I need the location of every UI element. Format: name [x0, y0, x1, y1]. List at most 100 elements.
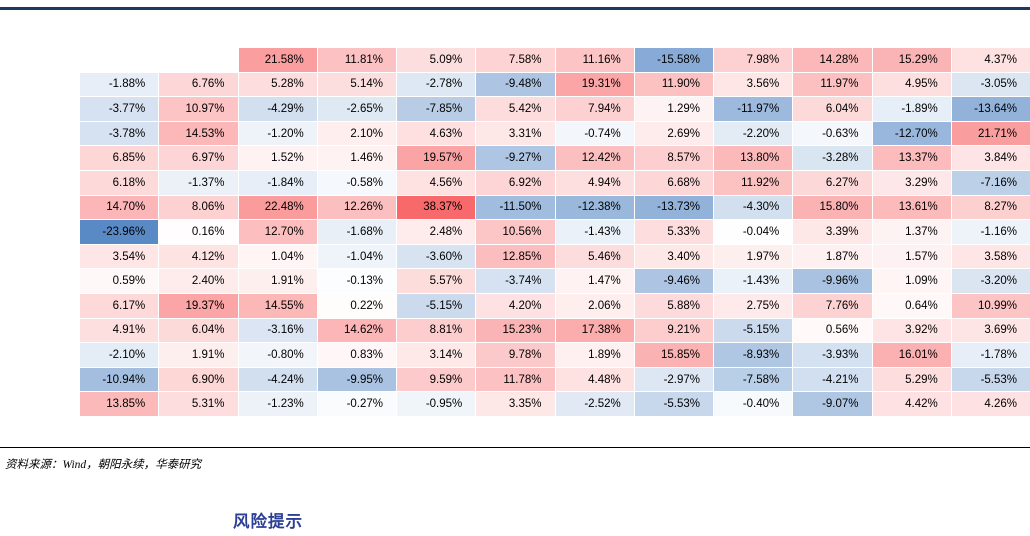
heatmap-cell: 1.52% — [238, 146, 317, 170]
heatmap-cell: 11.16% — [555, 48, 634, 72]
heatmap-cell: -2.78% — [397, 72, 476, 97]
heatmap-cell: 12.26% — [317, 195, 396, 220]
heatmap-cell: -3.74% — [476, 269, 555, 293]
heatmap-cell: 5.29% — [872, 367, 951, 392]
heatmap-cell: -8.93% — [714, 343, 793, 367]
heatmap-cell: -9.07% — [793, 392, 872, 416]
heatmap-cell: -0.80% — [238, 343, 317, 367]
heatmap-cell: -1.89% — [872, 97, 951, 121]
heatmap-cell: 15.85% — [634, 343, 713, 367]
heatmap-cell: 2.75% — [714, 294, 793, 318]
heatmap-cell: -7.58% — [714, 367, 793, 392]
heatmap-cell: 5.09% — [397, 48, 476, 72]
heatmap-cell: 6.17% — [80, 294, 159, 318]
heatmap-cell: 4.12% — [159, 244, 238, 269]
heatmap-cell: 4.37% — [951, 48, 1030, 72]
heatmap-cell: 7.58% — [476, 48, 555, 72]
heatmap-cell: 4.63% — [397, 121, 476, 146]
heatmap-cell: -12.70% — [872, 121, 951, 146]
heatmap-cell: 4.26% — [951, 392, 1030, 416]
heatmap-cell: 14.70% — [80, 195, 159, 220]
heatmap-cell — [80, 48, 159, 72]
heatmap-cell: -4.24% — [238, 367, 317, 392]
heatmap-cell: 1.91% — [159, 343, 238, 367]
heatmap-cell: -1.20% — [238, 121, 317, 146]
heatmap-cell: -3.16% — [238, 318, 317, 343]
heatmap-cell: 4.42% — [872, 392, 951, 416]
heatmap-cell: -5.15% — [714, 318, 793, 343]
heatmap-cell: 5.88% — [634, 294, 713, 318]
heatmap-cell: 8.27% — [951, 195, 1030, 220]
heatmap-cell: 14.55% — [238, 294, 317, 318]
heatmap-cell: 38.37% — [397, 195, 476, 220]
heatmap-cell: -7.16% — [951, 171, 1030, 195]
heatmap-cell: 9.59% — [397, 367, 476, 392]
heatmap-cell: 1.57% — [872, 244, 951, 269]
heatmap-cell: -9.96% — [793, 269, 872, 293]
heatmap-cell: 6.04% — [793, 97, 872, 121]
heatmap-cell: 21.71% — [951, 121, 1030, 146]
heatmap-cell: -9.46% — [634, 269, 713, 293]
heatmap-cell: -1.43% — [714, 269, 793, 293]
heatmap-cell: -0.13% — [317, 269, 396, 293]
heatmap-cell: 4.91% — [80, 318, 159, 343]
heatmap-cell: 3.54% — [80, 244, 159, 269]
heatmap-cell: 6.04% — [159, 318, 238, 343]
heatmap-cell: 1.97% — [714, 244, 793, 269]
heatmap-cell: 13.37% — [872, 146, 951, 170]
heatmap-cell: -3.20% — [951, 269, 1030, 293]
heatmap-cell: 19.37% — [159, 294, 238, 318]
heatmap-cell: -1.88% — [80, 72, 159, 97]
heatmap-cell: -3.93% — [793, 343, 872, 367]
heatmap-cell: 14.53% — [159, 121, 238, 146]
heatmap-cell: 13.80% — [714, 146, 793, 170]
heatmap-cell: 11.97% — [793, 72, 872, 97]
heatmap-cell: 1.09% — [872, 269, 951, 293]
heatmap-cell: 1.04% — [238, 244, 317, 269]
heatmap-cell: -4.29% — [238, 97, 317, 121]
heatmap-cell: 2.40% — [159, 269, 238, 293]
heatmap-cell: -3.05% — [951, 72, 1030, 97]
heatmap-cell: -12.38% — [555, 195, 634, 220]
heatmap-cell: 0.83% — [317, 343, 396, 367]
heatmap-cell: 12.70% — [238, 220, 317, 244]
heatmap-cell: 7.76% — [793, 294, 872, 318]
heatmap-cell: 3.58% — [951, 244, 1030, 269]
heatmap-cell: -1.84% — [238, 171, 317, 195]
footer-divider — [0, 447, 1030, 448]
heatmap-cell: 2.06% — [555, 294, 634, 318]
heatmap-cell: 5.31% — [159, 392, 238, 416]
heatmap-cell: 3.39% — [793, 220, 872, 244]
heatmap-cell: 6.76% — [159, 72, 238, 97]
heatmap-cell: 2.48% — [397, 220, 476, 244]
heatmap-cell: 11.78% — [476, 367, 555, 392]
heatmap-cell: 4.48% — [555, 367, 634, 392]
heatmap-cell: 5.33% — [634, 220, 713, 244]
heatmap-cell: -1.68% — [317, 220, 396, 244]
heatmap-cell: 0.16% — [159, 220, 238, 244]
heatmap-cell: 1.89% — [555, 343, 634, 367]
heatmap-cell: -9.95% — [317, 367, 396, 392]
heatmap-cell: 7.94% — [555, 97, 634, 121]
heatmap-cell: 17.38% — [555, 318, 634, 343]
heatmap-cell: -9.48% — [476, 72, 555, 97]
heatmap-cell: 3.31% — [476, 121, 555, 146]
heatmap-cell: 12.42% — [555, 146, 634, 170]
heatmap-cell: 6.90% — [159, 367, 238, 392]
heatmap-cell: 9.21% — [634, 318, 713, 343]
heatmap-cell: 11.92% — [714, 171, 793, 195]
heatmap-cell: 8.57% — [634, 146, 713, 170]
heatmap-cell: 8.06% — [159, 195, 238, 220]
heatmap-cell: 10.56% — [476, 220, 555, 244]
heatmap-cell: 11.90% — [634, 72, 713, 97]
heatmap-cell: 22.48% — [238, 195, 317, 220]
heatmap-cell: 12.85% — [476, 244, 555, 269]
heatmap-cell: -2.20% — [714, 121, 793, 146]
heatmap-cell: 5.46% — [555, 244, 634, 269]
heatmap-cell: 1.46% — [317, 146, 396, 170]
heatmap-cell: -5.15% — [397, 294, 476, 318]
heatmap-cell: -11.50% — [476, 195, 555, 220]
heatmap-cell: -10.94% — [80, 367, 159, 392]
heatmap-cell: 3.84% — [951, 146, 1030, 170]
heatmap-cell: 15.29% — [872, 48, 951, 72]
